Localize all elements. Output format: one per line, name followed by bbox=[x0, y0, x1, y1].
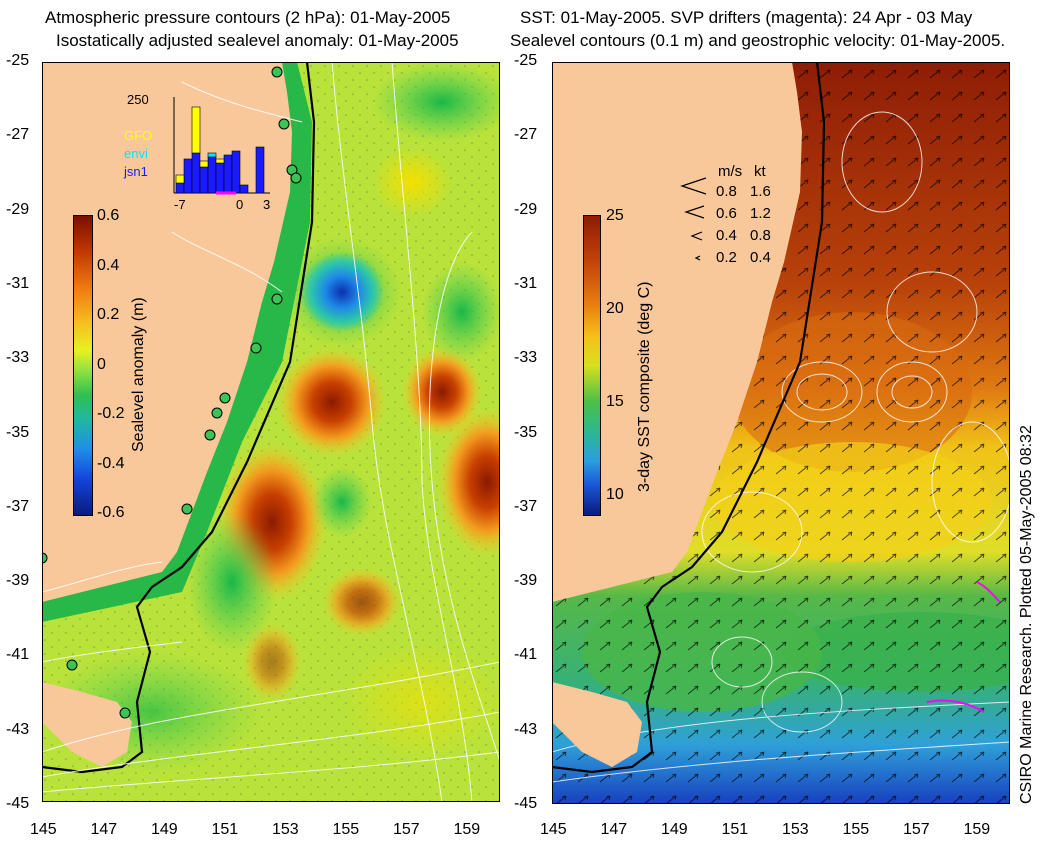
right-title-line2: Sealevel contours (0.1 m) and geostrophi… bbox=[510, 31, 1006, 50]
sst-colorbar-label: 3-day SST composite (deg C) bbox=[636, 281, 653, 492]
left-x-tick: 155 bbox=[332, 821, 360, 838]
velocity-key-header-kt: kt bbox=[754, 163, 766, 180]
drifter-track bbox=[976, 581, 1001, 603]
right-y-tick: -29 bbox=[514, 200, 538, 218]
right-tasmania bbox=[552, 682, 642, 767]
histogram-xtick-1: -7 bbox=[174, 197, 186, 212]
sealevel-colorbar-tick: 0.4 bbox=[97, 256, 120, 274]
right-y-tick: -33 bbox=[514, 349, 538, 367]
velocity-key-ms: 0.6 bbox=[716, 205, 737, 222]
right-mainland bbox=[552, 62, 802, 602]
left-y-tick: -31 bbox=[6, 274, 30, 292]
sealevel-colorbar-tick: 0.2 bbox=[97, 306, 120, 323]
left-y-tick: -35 bbox=[6, 423, 30, 441]
left-y-tick: -43 bbox=[6, 720, 30, 738]
left-y-tick: -39 bbox=[6, 572, 30, 590]
left-title-line2: Isostatically adjusted sealevel anomaly:… bbox=[56, 31, 459, 50]
left-x-tick: 157 bbox=[393, 821, 420, 838]
sealevel-colorbar-tick: -0.4 bbox=[97, 454, 125, 472]
drifter-track bbox=[926, 699, 985, 713]
right-x-tick: 155 bbox=[842, 821, 870, 838]
histogram-xtick-3: 3 bbox=[263, 197, 271, 212]
sst-colorbar-tick: 25 bbox=[606, 207, 624, 224]
left-y-tick: -41 bbox=[6, 646, 30, 664]
histogram-legend-gfo: GFO bbox=[124, 128, 153, 143]
sealevel-colorbar-tick: -0.2 bbox=[97, 405, 125, 422]
velocity-key-kt: 1.6 bbox=[750, 183, 771, 200]
right-x-tick: 149 bbox=[661, 821, 688, 838]
velocity-key-ms: 0.4 bbox=[716, 227, 737, 244]
left-mainland bbox=[42, 62, 292, 602]
left-y-tick: -37 bbox=[6, 497, 30, 515]
left-x-tick: 145 bbox=[30, 821, 57, 838]
right-x-tick: 151 bbox=[721, 821, 749, 838]
left-title-line1: Atmospheric pressure contours (2 hPa): 0… bbox=[45, 8, 451, 27]
left-x-tick: 149 bbox=[151, 821, 178, 838]
histogram-xtick-2: 0 bbox=[236, 197, 244, 212]
right-y-tick: -39 bbox=[514, 572, 538, 590]
right-y-tick: -31 bbox=[514, 274, 538, 292]
histogram-legend-jsn1: jsn1 bbox=[124, 164, 148, 179]
credit-text: CSIRO Marine Research. Plotted 05-May-20… bbox=[1018, 425, 1035, 804]
right-y-tick: -27 bbox=[514, 126, 538, 144]
left-y-tick: -27 bbox=[6, 126, 30, 144]
left-y-tick: -45 bbox=[6, 795, 30, 812]
right-x-tick: 145 bbox=[540, 821, 567, 838]
velocity-key-ms: 0.8 bbox=[716, 183, 737, 200]
sealevel-colorbar-tick: 0.6 bbox=[97, 207, 120, 224]
left-x-tick: 159 bbox=[453, 821, 481, 838]
right-x-tick: 157 bbox=[903, 821, 930, 838]
left-tasmania bbox=[42, 682, 132, 767]
left-y-tick: -29 bbox=[6, 200, 30, 218]
sealevel-colorbar-tick: 0 bbox=[97, 355, 106, 373]
right-y-tick: -45 bbox=[514, 795, 538, 812]
right-x-tick: 153 bbox=[782, 821, 809, 838]
right-y-tick: -43 bbox=[514, 720, 538, 738]
histogram-ymax-label: 250 bbox=[127, 92, 149, 107]
velocity-key-kt: 0.4 bbox=[750, 249, 771, 266]
coverage-histogram bbox=[173, 97, 270, 195]
left-map bbox=[42, 62, 500, 802]
left-x-tick: 147 bbox=[90, 821, 118, 838]
left-y-tick: -25 bbox=[6, 52, 30, 69]
right-map bbox=[552, 62, 1010, 804]
right-x-tick: 159 bbox=[963, 821, 991, 838]
sst-colorbar-tick: 15 bbox=[606, 393, 624, 410]
velocity-key-header-ms: m/s bbox=[718, 163, 743, 180]
velocity-key-kt: 0.8 bbox=[750, 227, 771, 244]
sealevel-colorbar bbox=[73, 215, 93, 516]
left-x-tick: 153 bbox=[272, 821, 299, 838]
left-y-tick: -33 bbox=[6, 349, 30, 367]
histogram-legend-envi: envi bbox=[124, 146, 148, 161]
right-x-tick: 147 bbox=[600, 821, 628, 838]
right-title-line1: SST: 01-May-2005. SVP drifters (magenta)… bbox=[520, 8, 973, 27]
sst-colorbar-tick: 20 bbox=[606, 300, 624, 317]
right-y-tick: -41 bbox=[514, 646, 538, 664]
velocity-key-kt: 1.2 bbox=[750, 205, 771, 222]
sst-colorbar bbox=[583, 215, 601, 516]
sealevel-colorbar-label: Sealevel anomaly (m) bbox=[130, 297, 147, 452]
right-y-tick: -37 bbox=[514, 497, 538, 515]
right-y-tick: -35 bbox=[514, 423, 538, 441]
sst-colorbar-tick: 10 bbox=[606, 486, 624, 503]
left-x-tick: 151 bbox=[211, 821, 239, 838]
sealevel-colorbar-tick: -0.6 bbox=[97, 504, 125, 521]
velocity-key-ms: 0.2 bbox=[716, 249, 737, 266]
velocity-key-arrows bbox=[680, 177, 707, 261]
right-y-tick: -25 bbox=[514, 52, 538, 69]
